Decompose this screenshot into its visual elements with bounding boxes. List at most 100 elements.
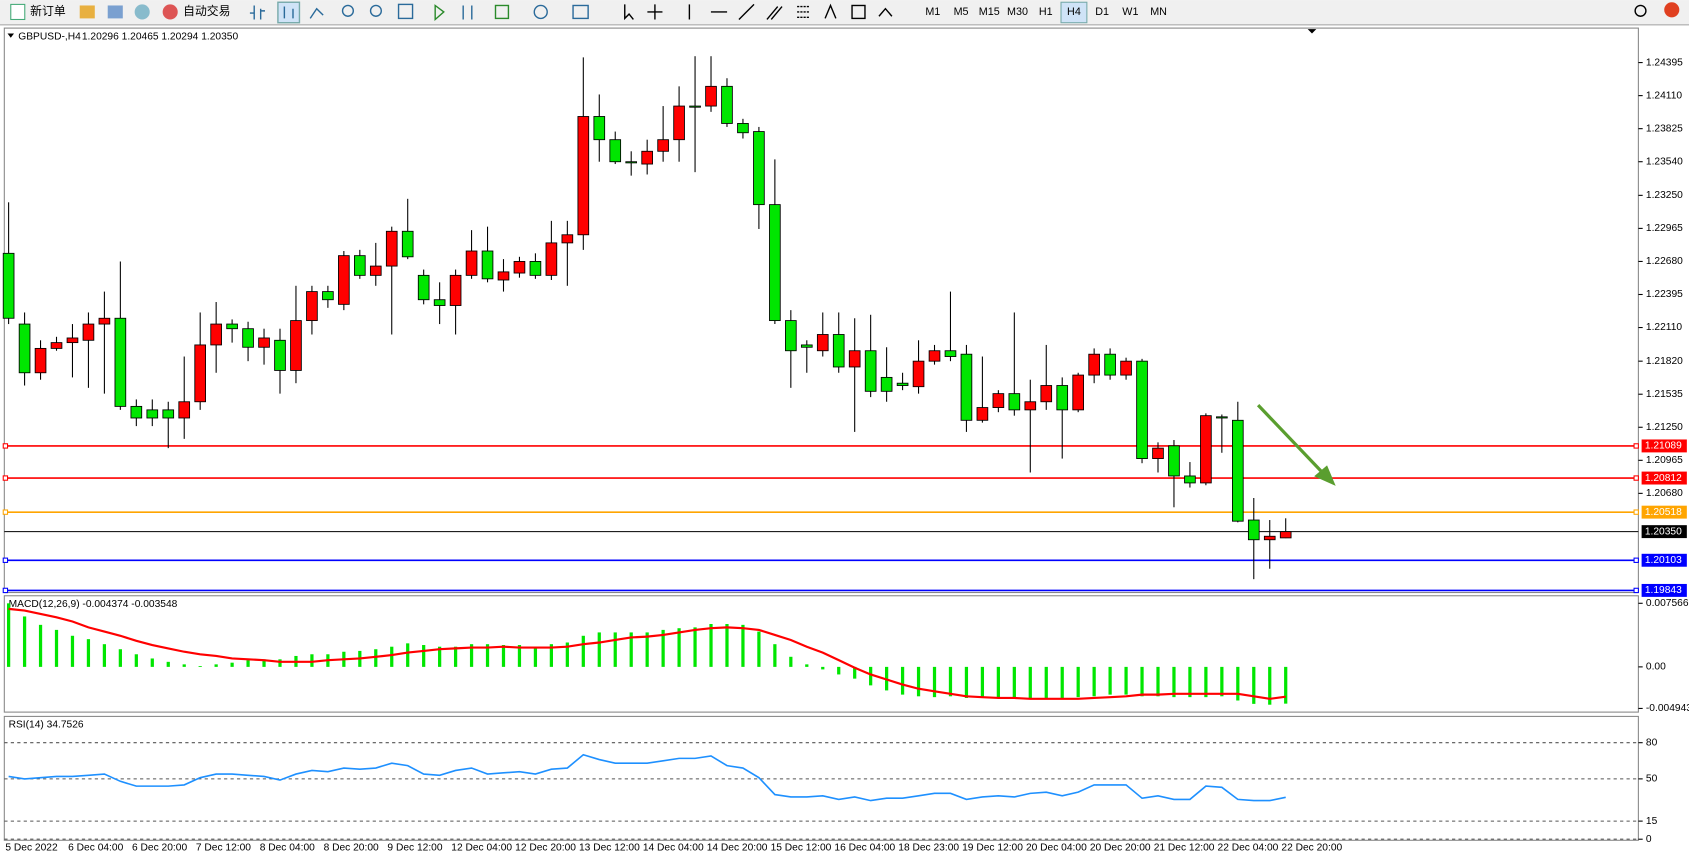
search-icon[interactable] xyxy=(1634,4,1647,17)
level-handle xyxy=(2,475,9,481)
macd-bar xyxy=(677,628,681,667)
notification-badge[interactable] xyxy=(1664,2,1680,18)
macd-bar xyxy=(581,635,585,667)
timeframe-button[interactable]: M30 xyxy=(1007,6,1028,18)
macd-bar xyxy=(1092,666,1096,697)
bar-chart-icon[interactable] xyxy=(249,5,265,20)
zoom-out-icon[interactable] xyxy=(369,4,383,17)
timeframe-button[interactable]: H1 xyxy=(1039,6,1053,18)
candle-body xyxy=(210,323,222,346)
auto-trade-button[interactable]: 自动交易 xyxy=(183,4,230,18)
x-tick-label: 20 Dec 04:00 xyxy=(1026,843,1087,854)
timeframe-button[interactable]: MN xyxy=(1150,6,1167,18)
macd-bar xyxy=(980,666,985,698)
toolbar: 新订单 自动交易 xyxy=(0,0,1689,26)
level-label: 1.21089 xyxy=(1645,441,1682,452)
macd-bar xyxy=(230,662,234,667)
x-tick-label: 6 Dec 04:00 xyxy=(68,843,123,854)
text-icon[interactable] xyxy=(824,3,837,19)
macd-bar xyxy=(932,666,937,698)
candle-body xyxy=(513,261,526,274)
shift-icon[interactable] xyxy=(462,5,473,20)
auto-trade-icon[interactable] xyxy=(162,4,178,20)
label-icon[interactable] xyxy=(851,4,866,20)
timeframe-button[interactable]: M5 xyxy=(954,6,969,18)
candle-body xyxy=(1104,353,1116,376)
timeframe-button[interactable]: W1 xyxy=(1122,6,1138,18)
candle-body xyxy=(529,261,542,276)
fibo-icon[interactable] xyxy=(797,5,811,19)
line-chart-icon[interactable] xyxy=(309,7,324,19)
scroll-icon[interactable] xyxy=(434,4,445,22)
candle-body xyxy=(721,85,733,124)
candle-body xyxy=(401,230,414,258)
macd-bar xyxy=(533,646,538,667)
macd-bar xyxy=(1252,666,1256,704)
macd-bar xyxy=(821,666,825,670)
new-order-icon[interactable] xyxy=(10,3,26,21)
macd-bar xyxy=(741,624,745,667)
macd-bar xyxy=(996,666,1000,698)
macd-bar xyxy=(549,644,553,667)
y-tick-label: 1.21535 xyxy=(1646,389,1683,400)
arrow-head xyxy=(1314,465,1336,486)
y-tick-label: 1.24395 xyxy=(1646,57,1683,68)
candle-body xyxy=(433,299,446,306)
macd-bar xyxy=(501,645,506,667)
trendline-icon[interactable] xyxy=(738,3,755,20)
candle-body xyxy=(785,320,797,352)
candle-body xyxy=(1184,475,1196,484)
candle-body xyxy=(194,344,206,403)
cursor-icon[interactable] xyxy=(624,4,634,21)
candle-body xyxy=(2,252,15,319)
arrows-icon[interactable] xyxy=(878,7,893,17)
macd-bar xyxy=(422,645,426,667)
chart-quote: 1.20296 1.20465 1.20294 1.20350 xyxy=(82,31,239,42)
candle-body xyxy=(130,405,143,419)
macd-bar xyxy=(964,666,969,698)
tile-icon[interactable] xyxy=(397,3,414,20)
candle-body xyxy=(737,123,749,134)
x-tick-label: 22 Dec 20:00 xyxy=(1281,843,1342,854)
templates-icon[interactable] xyxy=(572,4,589,20)
timeframe-button[interactable]: D1 xyxy=(1095,6,1109,18)
macd-pane xyxy=(3,595,1639,713)
periods-icon[interactable] xyxy=(533,4,548,20)
candle-body xyxy=(1088,353,1100,376)
candle-body xyxy=(497,271,510,281)
macd-bar xyxy=(1268,666,1272,705)
y-tick-label: 1.24110 xyxy=(1646,90,1682,101)
macd-bar xyxy=(837,666,841,675)
new-order-button[interactable]: 新订单 xyxy=(30,4,66,18)
chart-menu-marker xyxy=(7,33,15,38)
macd-bar xyxy=(166,661,170,667)
channel-icon[interactable] xyxy=(766,6,783,20)
macd-bar xyxy=(1204,666,1208,698)
macd-bar xyxy=(1076,666,1080,698)
crosshair-icon[interactable] xyxy=(647,4,663,20)
timeframe-button[interactable]: H4 xyxy=(1067,6,1081,18)
y-tick-label: 80 xyxy=(1646,737,1658,748)
timeframe-button[interactable]: M15 xyxy=(979,6,1000,18)
candle-body xyxy=(178,401,191,419)
level-label-bg xyxy=(1641,525,1687,539)
level-label-bg xyxy=(1641,439,1687,453)
indicators-icon[interactable] xyxy=(494,4,510,20)
arrow-shaft xyxy=(1256,403,1326,476)
macd-bar xyxy=(453,646,458,667)
candle-chart-icon[interactable] xyxy=(277,1,301,24)
x-tick-label: 8 Dec 04:00 xyxy=(260,843,315,854)
zoom-in-icon[interactable] xyxy=(341,4,355,17)
macd-bar xyxy=(469,644,474,667)
macd-bar xyxy=(54,629,59,667)
x-tick-label: 7 Dec 12:00 xyxy=(196,843,251,854)
macd-bar xyxy=(900,666,905,695)
candle-body xyxy=(1200,415,1212,484)
candle-body xyxy=(641,150,653,165)
candle-body xyxy=(848,350,861,368)
toolbar-icon[interactable] xyxy=(134,4,150,20)
macd-bar xyxy=(262,659,266,667)
timeframe-button[interactable]: M1 xyxy=(925,6,940,18)
toolbar-icon[interactable] xyxy=(107,5,123,19)
toolbar-icon[interactable] xyxy=(79,5,95,19)
